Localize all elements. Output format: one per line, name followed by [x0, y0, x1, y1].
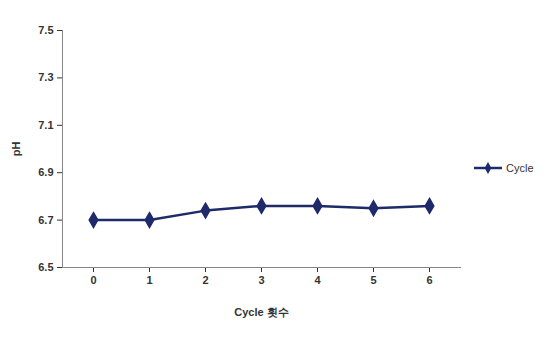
svg-text:1: 1: [146, 274, 152, 286]
svg-text:6: 6: [426, 274, 432, 286]
svg-text:7.3: 7.3: [38, 71, 53, 83]
svg-text:3: 3: [258, 274, 264, 286]
svg-text:6.7: 6.7: [38, 214, 53, 226]
svg-text:7.5: 7.5: [38, 24, 53, 36]
svg-text:4: 4: [314, 274, 321, 286]
html-text:Cycle: Cycle: [506, 161, 534, 174]
svg-text:5: 5: [370, 274, 376, 286]
svg-text:6.5: 6.5: [38, 261, 53, 273]
svg-text:6.9: 6.9: [38, 166, 53, 178]
svg-text:7.1: 7.1: [38, 119, 53, 131]
svg-text:0: 0: [90, 274, 96, 286]
svg-text:pH: pH: [10, 142, 22, 157]
svg-text:2: 2: [202, 274, 208, 286]
svg-text:Cycle 횟수: Cycle 횟수: [234, 306, 288, 318]
